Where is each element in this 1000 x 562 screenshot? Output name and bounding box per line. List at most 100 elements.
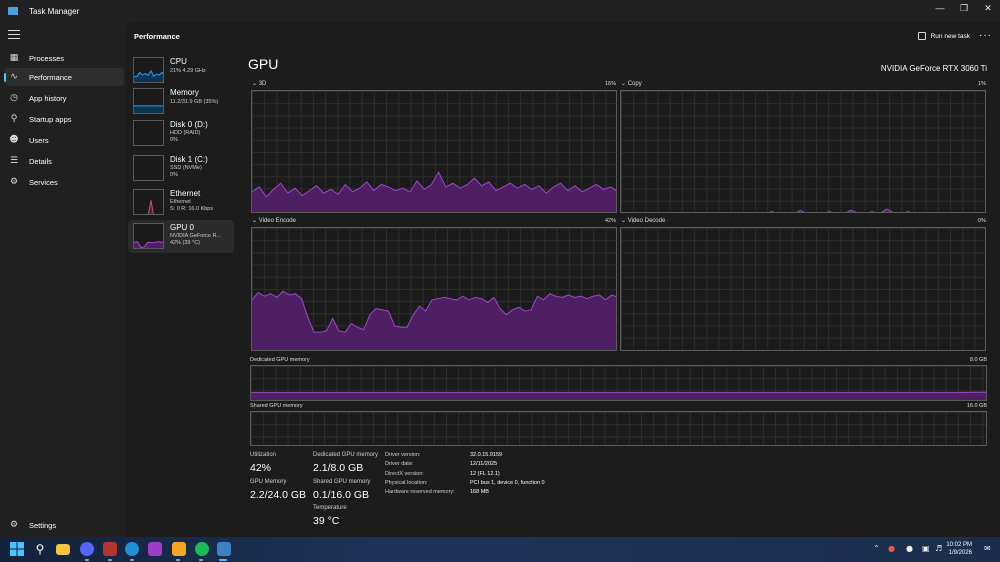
device-detail: Ethernet xyxy=(170,199,191,205)
dedicated-memory-series-area xyxy=(251,392,986,400)
device-detail: SSD (NVMe) xyxy=(170,165,202,171)
discord-icon[interactable] xyxy=(80,542,94,556)
notifications-icon[interactable]: ✉ xyxy=(984,544,991,553)
device-disk-0[interactable]: Disk 0 (D:) HDD (RAID) 0% xyxy=(128,117,234,150)
shared-memory-label: Shared GPU memory xyxy=(250,403,303,409)
processes-icon: ▦ xyxy=(9,53,19,63)
hamburger-menu-icon[interactable] xyxy=(8,30,20,40)
task-manager-taskbar-icon[interactable] xyxy=(217,542,231,556)
engine-copy-label[interactable]: ⌄ Copy xyxy=(621,81,642,87)
start-button[interactable] xyxy=(10,542,24,556)
volume-icon[interactable]: ♬ xyxy=(935,544,943,553)
device-gpu-0[interactable]: GPU 0 NVIDIA GeForce R... 42% (39 °C) xyxy=(128,220,234,253)
nav-item-users[interactable]: ☻ Users xyxy=(4,131,124,149)
dedicated-memory-max: 8.0 GB xyxy=(969,357,987,363)
gpu-thumb-series-line xyxy=(134,241,163,248)
maximize-button[interactable]: ❐ xyxy=(959,2,969,13)
device-usage: 0% xyxy=(170,172,178,178)
dedicated-memory-graph xyxy=(250,365,987,401)
engine-name: 3D xyxy=(258,81,267,87)
window-title: Task Manager xyxy=(29,6,80,16)
nav-item-label: Details xyxy=(29,156,52,166)
active-app-indicator xyxy=(219,559,227,561)
physical-location-value: PCI bus 1, device 0, function 0 xyxy=(470,480,545,486)
navigation-pane: ▦ Processes ∿ Performance ◷ App history … xyxy=(0,22,126,537)
device-ethernet[interactable]: Ethernet Ethernet S: 0 R: 16.0 Kbps xyxy=(128,186,234,219)
engine-3d-label[interactable]: ⌄ 3D xyxy=(252,81,267,87)
nav-item-label: Users xyxy=(29,135,49,145)
running-indicator xyxy=(199,559,203,561)
device-name: Memory xyxy=(170,88,199,97)
engine-decode-max: 0% xyxy=(978,218,986,224)
windows-logo-icon xyxy=(10,542,24,556)
dedicated-memory-label: Dedicated GPU memory xyxy=(250,357,310,363)
engine-encode-series-line xyxy=(252,290,616,333)
microphone-icon[interactable]: ● xyxy=(906,544,913,553)
engine-decode-label[interactable]: ⌄ Video Decode xyxy=(621,218,666,224)
nav-item-settings[interactable]: ⚙ Settings xyxy=(4,516,124,534)
device-memory[interactable]: Memory 11.2/31.9 GB (35%) xyxy=(128,85,234,118)
network-icon[interactable]: ▣ xyxy=(922,544,930,553)
directx-version-label: DirectX version: xyxy=(385,471,424,477)
nav-item-processes[interactable]: ▦ Processes xyxy=(4,49,124,67)
dedicated-memory-stat-value: 2.1/8.0 GB xyxy=(313,462,364,474)
users-icon: ☻ xyxy=(9,135,19,145)
tray-app-icon[interactable]: ● xyxy=(888,544,895,553)
run-new-task-label: Run new task xyxy=(930,32,970,40)
device-cpu[interactable]: CPU 21% 4.29 GHz xyxy=(128,54,234,87)
performance-icon: ∿ xyxy=(10,72,18,82)
device-name: Ethernet xyxy=(170,189,201,198)
nav-item-performance[interactable]: ∿ Performance xyxy=(4,68,124,86)
app-icon-orange[interactable] xyxy=(172,542,186,556)
engine-encode-label[interactable]: ⌄ Video Encode xyxy=(252,218,296,224)
engine-copy-max: 1% xyxy=(978,81,986,87)
page-title: Performance xyxy=(134,32,180,41)
engine-3d-series-line xyxy=(252,171,616,198)
edge-browser-icon[interactable] xyxy=(125,542,139,556)
show-hidden-icons-chevron-icon[interactable]: ⌃ xyxy=(873,544,880,553)
run-new-task-button[interactable]: Run new task xyxy=(917,30,970,42)
shared-memory-graph xyxy=(250,411,987,446)
temperature-value: 39 °C xyxy=(313,515,340,527)
close-button[interactable]: ✕ xyxy=(984,2,992,13)
nav-item-services[interactable]: ⚙ Services xyxy=(4,173,124,191)
history-icon: ◷ xyxy=(10,93,18,103)
device-detail: NVIDIA GeForce R... xyxy=(170,233,222,239)
memory-thumb-series-area xyxy=(134,105,163,113)
spotify-icon[interactable] xyxy=(195,542,209,556)
gear-icon: ⚙ xyxy=(9,520,19,530)
nav-item-label: Services xyxy=(29,177,58,187)
device-throughput: S: 0 R: 16.0 Kbps xyxy=(170,206,214,212)
memory-thumbnail-graph xyxy=(133,88,164,114)
minimize-button[interactable]: — xyxy=(935,3,945,13)
file-explorer-icon[interactable] xyxy=(56,544,70,555)
nav-item-app-history[interactable]: ◷ App history xyxy=(4,89,124,107)
more-options-button[interactable]: ··· xyxy=(979,30,992,41)
startup-icon: ⚲ xyxy=(10,114,18,124)
gpu-title: GPU xyxy=(248,56,279,72)
device-name: GPU 0 xyxy=(170,223,195,232)
device-disk-1[interactable]: Disk 1 (C:) SSD (NVMe) 0% xyxy=(128,152,234,185)
running-indicator xyxy=(176,559,180,561)
search-icon[interactable]: ⚲ xyxy=(35,542,45,556)
engine-copy-series-area xyxy=(770,209,910,212)
engine-copy-series-line xyxy=(768,208,911,212)
gpu-thumbnail-graph xyxy=(133,223,164,249)
running-indicator xyxy=(108,559,112,561)
app-icon-purple[interactable] xyxy=(148,542,162,556)
driver-version-label: Driver version: xyxy=(385,452,421,458)
cpu-thumb-series-area xyxy=(134,71,163,82)
shared-memory-stat-value: 0.1/16.0 GB xyxy=(313,489,370,501)
main-panel: Performance Run new task ··· CPU 21% 4.2… xyxy=(126,22,1000,537)
engine-copy-graph xyxy=(620,90,986,213)
ethernet-thumb-series-line xyxy=(147,200,154,214)
clock[interactable]: 10:02 PM 1/9/2026 xyxy=(946,541,972,557)
nav-item-startup-apps[interactable]: ⚲ Startup apps xyxy=(4,110,124,128)
nav-item-details[interactable]: ☰ Details xyxy=(4,152,124,170)
utilization-value: 42% xyxy=(250,462,272,474)
ethernet-thumbnail-graph xyxy=(133,189,164,215)
engine-encode-graph xyxy=(251,227,617,351)
disk1-thumbnail-graph xyxy=(133,155,164,181)
app-icon-red[interactable] xyxy=(103,542,117,556)
device-name: Disk 1 (C:) xyxy=(170,155,208,164)
